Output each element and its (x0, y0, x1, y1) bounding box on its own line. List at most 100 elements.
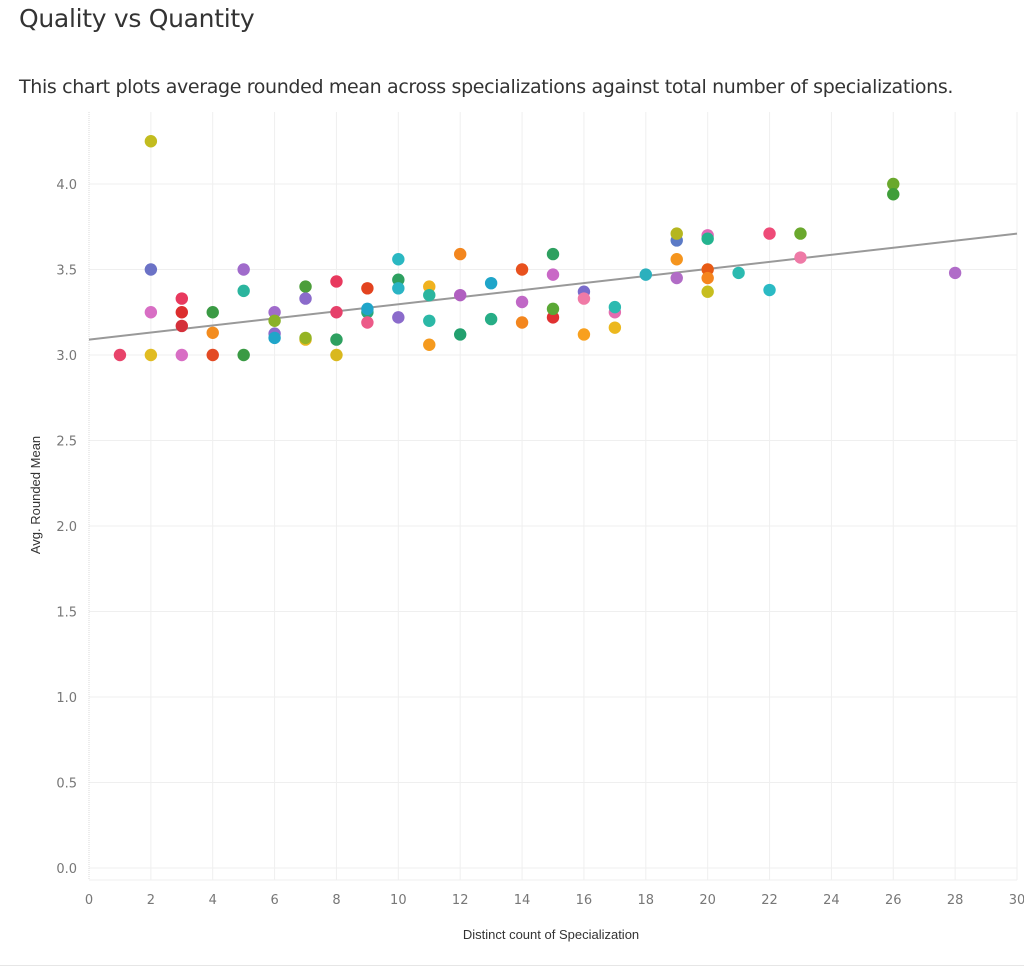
data-point[interactable] (113, 348, 127, 362)
data-point[interactable] (948, 266, 962, 280)
data-point[interactable] (330, 348, 343, 362)
x-axis-title: Distinct count of Specialization (463, 927, 639, 942)
data-point[interactable] (361, 316, 374, 329)
data-point[interactable] (392, 311, 405, 324)
y-tick-label: 1.0 (56, 691, 77, 706)
x-tick-label: 6 (270, 893, 278, 908)
data-point[interactable] (484, 276, 498, 290)
data-point[interactable] (361, 302, 374, 316)
data-point[interactable] (330, 275, 343, 288)
data-point[interactable] (423, 338, 436, 351)
data-point[interactable] (237, 284, 250, 298)
data-point[interactable] (175, 292, 188, 305)
data-point[interactable] (701, 232, 714, 245)
data-point[interactable] (577, 328, 591, 341)
data-point[interactable] (268, 331, 281, 345)
data-point[interactable] (732, 266, 745, 280)
data-point[interactable] (639, 268, 652, 281)
data-point[interactable] (144, 306, 158, 319)
y-axis-title: Avg. Rounded Mean (28, 436, 43, 554)
data-point[interactable] (454, 328, 467, 341)
trend-line-group (88, 232, 1018, 341)
data-point[interactable] (299, 280, 312, 293)
data-point[interactable] (268, 306, 281, 319)
data-point[interactable] (175, 319, 188, 333)
data-point[interactable] (515, 295, 529, 309)
data-point[interactable] (515, 263, 529, 276)
data-point[interactable] (392, 253, 405, 266)
data-point[interactable] (423, 288, 436, 302)
y-tick-label: 3.0 (56, 349, 77, 364)
x-tick-label: 8 (332, 893, 340, 908)
y-tick-label: 1.5 (56, 606, 77, 621)
data-point[interactable] (330, 333, 343, 346)
data-point[interactable] (144, 135, 158, 148)
chart-subtitle: This chart plots average rounded mean ac… (19, 76, 954, 98)
x-tick-label: 2 (147, 893, 155, 908)
data-point[interactable] (330, 306, 343, 319)
chart-title: Quality vs Quantity (19, 4, 255, 33)
data-point[interactable] (361, 282, 374, 295)
data-point[interactable] (206, 306, 219, 319)
x-tick-label: 26 (885, 893, 902, 908)
data-points (113, 135, 962, 362)
data-point[interactable] (794, 227, 807, 240)
y-tick-label: 0.0 (56, 862, 77, 877)
data-point[interactable] (206, 326, 219, 339)
y-tick-label: 2.5 (56, 435, 77, 450)
data-point[interactable] (299, 292, 312, 305)
data-point[interactable] (763, 283, 776, 297)
data-point[interactable] (175, 306, 188, 319)
data-point[interactable] (577, 292, 591, 305)
data-point[interactable] (701, 271, 714, 285)
data-point[interactable] (454, 247, 467, 261)
data-point[interactable] (144, 348, 158, 362)
data-point[interactable] (701, 263, 714, 276)
data-point[interactable] (175, 348, 188, 362)
x-tick-label: 24 (823, 893, 840, 908)
data-point[interactable] (546, 311, 560, 324)
bottom-divider (0, 965, 1024, 966)
data-point[interactable] (546, 268, 560, 281)
y-tick-label: 2.0 (56, 520, 77, 535)
data-point[interactable] (701, 285, 714, 298)
x-tick-label: 12 (452, 893, 469, 908)
trend-line[interactable] (88, 232, 1018, 341)
gridlines (89, 112, 1018, 880)
data-point[interactable] (794, 251, 807, 264)
data-point[interactable] (237, 263, 250, 276)
data-point[interactable] (608, 300, 622, 314)
data-point[interactable] (423, 314, 436, 327)
data-point[interactable] (392, 282, 405, 295)
data-point[interactable] (546, 247, 560, 261)
x-tick-label: 28 (947, 893, 964, 908)
data-point[interactable] (484, 312, 498, 326)
data-point[interactable] (515, 316, 529, 329)
data-point[interactable] (237, 348, 250, 362)
x-tick-label: 16 (576, 893, 593, 908)
data-point[interactable] (454, 288, 467, 302)
data-point[interactable] (423, 280, 436, 293)
data-point[interactable] (546, 302, 560, 316)
data-point[interactable] (144, 263, 158, 276)
data-point[interactable] (670, 271, 683, 285)
data-point[interactable] (206, 348, 219, 362)
x-tick-label: 0 (85, 893, 93, 908)
data-point[interactable] (299, 331, 312, 345)
y-tick-label: 0.5 (56, 777, 77, 792)
data-point[interactable] (670, 227, 683, 240)
data-point[interactable] (670, 253, 683, 266)
x-tick-label: 4 (209, 893, 217, 908)
data-point[interactable] (887, 177, 900, 191)
x-tick-label: 18 (638, 893, 655, 908)
data-point[interactable] (392, 273, 405, 286)
data-point[interactable] (887, 188, 900, 201)
x-tick-label: 14 (514, 893, 531, 908)
data-point[interactable] (763, 227, 776, 240)
x-tick-label: 30 (1009, 893, 1024, 908)
axes: 0 2 4 6 8 10 12 14 16 18 20 22 24 26 28 300.00.51.01.52… (56, 112, 1024, 908)
data-point[interactable] (608, 321, 622, 334)
x-tick-label: 22 (761, 893, 778, 908)
data-point[interactable] (268, 314, 281, 327)
